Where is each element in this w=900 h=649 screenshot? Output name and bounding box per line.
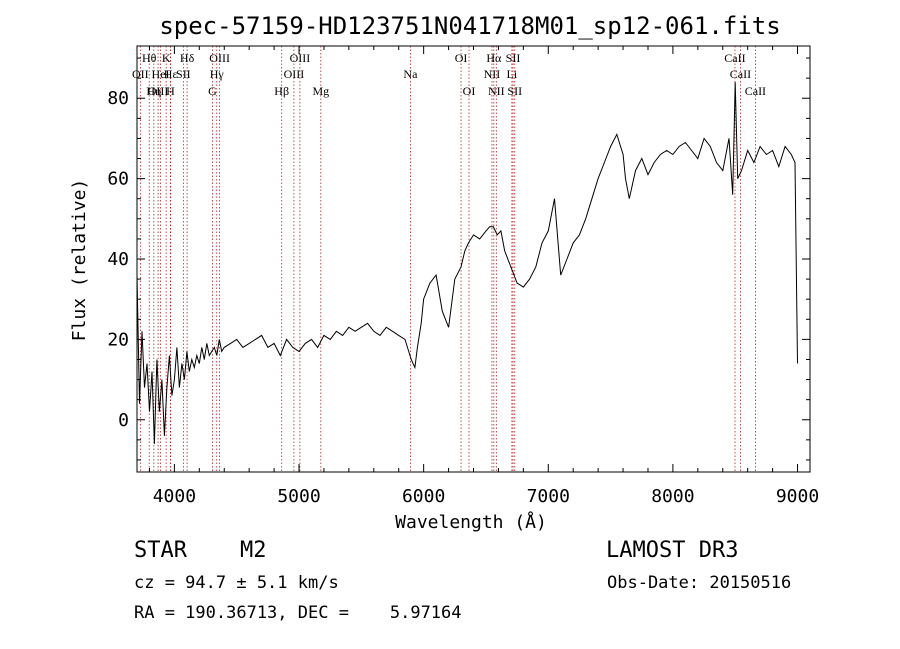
spectral-line-label: Hε: [164, 67, 178, 81]
y-axis-ticks: 0 20 40 60 80: [107, 57, 810, 461]
spectral-line-label: Hα: [486, 51, 502, 65]
spectral-line-label: OII: [132, 67, 149, 81]
spectral-line-markers: [139, 46, 756, 472]
spectral-line-label: OI: [455, 51, 468, 65]
spectral-line-label: Hη: [146, 84, 161, 98]
spectral-line-label: G: [208, 84, 217, 98]
object-class: STAR: [134, 538, 187, 563]
x-axis-label: Wavelength (Å): [395, 511, 547, 533]
spectral-line-label: Hγ: [210, 67, 225, 81]
observation-date: Obs-Date: 20150516: [607, 573, 792, 593]
spectral-line-label: Na: [403, 67, 418, 81]
y-tick-label: 60: [107, 169, 129, 190]
x-tick-label: 6000: [402, 486, 445, 507]
x-tick-label: 5000: [277, 486, 320, 507]
y-tick-label: 0: [118, 410, 129, 431]
spectral-line-label: OIII: [148, 84, 169, 98]
object-subclass: M2: [240, 538, 267, 563]
spectral-line-label: OIII: [284, 67, 305, 81]
spectral-line-label: CaII: [730, 67, 751, 81]
spectral-line-label: CaII: [745, 84, 766, 98]
coordinates: RA = 190.36713, DEC = 5.97164: [134, 603, 462, 623]
redshift-cz: cz = 94.7 ± 5.1 km/s: [134, 573, 339, 593]
x-tick-label: 7000: [527, 486, 570, 507]
spectral-line-label: OIII: [290, 51, 311, 65]
plot-frame: [136, 45, 811, 473]
spectral-line-label: CaII: [724, 51, 745, 65]
spectral-line-label: NII: [488, 84, 505, 98]
survey-name: LAMOST DR3: [606, 538, 739, 563]
spectral-line-label: K: [162, 51, 171, 65]
x-tick-label: 8000: [651, 486, 694, 507]
spectral-line-label: SII: [507, 84, 522, 98]
spectral-line-label: Hθ: [142, 51, 157, 65]
spectral-line-label: Li: [507, 67, 518, 81]
spectral-line-label: OI: [463, 84, 476, 98]
spectral-line-label: Mg: [312, 84, 329, 98]
spectral-line-label: NII: [484, 67, 501, 81]
y-tick-label: 40: [107, 249, 129, 270]
spectral-line-label: Hδ: [180, 51, 195, 65]
x-tick-label: 9000: [776, 486, 819, 507]
x-axis-ticks: 4000 5000 6000 7000 8000 9000: [148, 46, 819, 507]
spectral-line-label: Hβ: [274, 84, 289, 98]
spectral-line-label: H: [166, 84, 175, 98]
y-axis-label: Flux (relative): [69, 179, 90, 342]
chart-title: spec-57159-HD123751N041718M01_sp12-061.f…: [159, 12, 780, 40]
spectrum-series-line: [136, 82, 798, 444]
y-tick-label: 80: [107, 88, 129, 109]
y-tick-label: 20: [107, 329, 129, 350]
x-tick-label: 4000: [153, 486, 196, 507]
spectral-line-label: HeI: [152, 67, 170, 81]
spectral-line-label: SII: [176, 67, 191, 81]
spectral-line-label: OIII: [209, 51, 230, 65]
spectral-line-label: SII: [506, 51, 521, 65]
